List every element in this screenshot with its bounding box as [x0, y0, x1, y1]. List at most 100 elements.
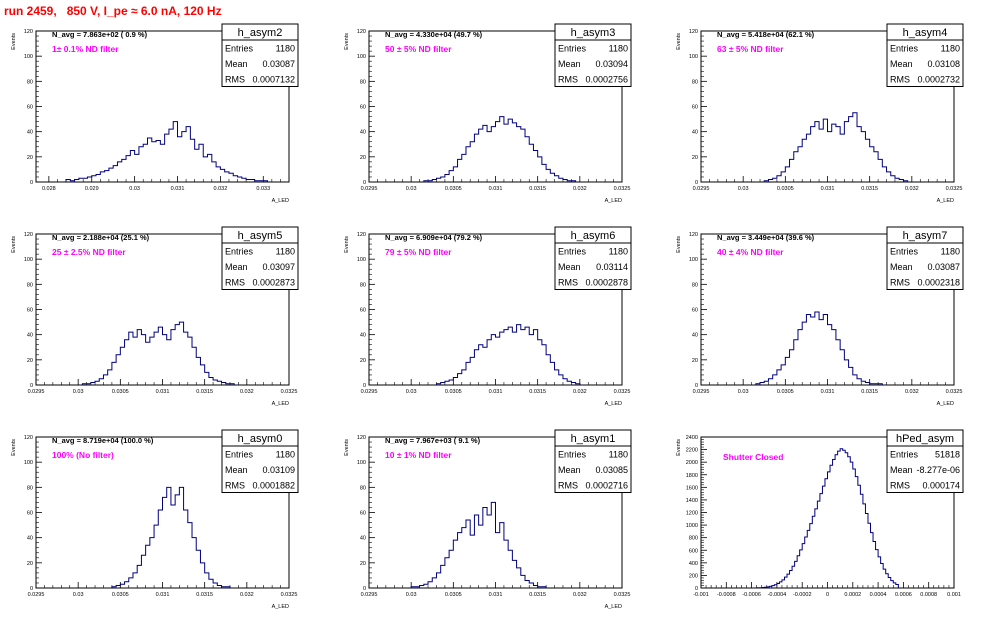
histogram-svg-h_asym5: 0 20 40 60 80 100 120 0.0295 0.03 0.0305 0.031 0.03… — [11, 226, 299, 407]
y-tick-label: 100 — [357, 54, 366, 60]
y-tick-label: 2200 — [686, 448, 698, 454]
stats-title: h_asym6 — [571, 230, 616, 242]
y-tick-label: 80 — [27, 282, 33, 288]
x-tick-label: 0.03 — [406, 389, 417, 395]
stats-key-rms: RMS — [225, 75, 245, 85]
y-tick-label: 0 — [30, 586, 33, 592]
x-tick-label: 0.032 — [240, 389, 254, 395]
filter-label: 40 ± 4% ND filter — [717, 247, 784, 257]
stats-key-mean: Mean — [558, 465, 581, 475]
stats-key-rms: RMS — [225, 278, 245, 288]
y-tick-label: 120 — [24, 232, 33, 238]
y-tick-label: 20 — [692, 358, 698, 364]
stats-key-rms: RMS — [558, 75, 578, 85]
y-tick-label: 0 — [363, 383, 366, 389]
x-tick-label: 0.0315 — [529, 186, 546, 192]
histogram-panel-h_asym6: 0 20 40 60 80 100 120 0.0295 0.03 0.0305 0.031 0.03… — [333, 225, 633, 410]
stats-key-rms: RMS — [225, 481, 245, 491]
x-tick-label: 0.0006 — [895, 592, 912, 598]
y-tick-label: 80 — [692, 79, 698, 85]
histogram-line — [755, 311, 883, 385]
stats-box — [554, 226, 632, 290]
histogram-svg-hPed_asym: 0 200 400 600 800 1000 1200 1400 1600 1800 2000 220… — [676, 429, 964, 598]
y-tick-label: 20 — [692, 155, 698, 161]
stats-value-rms: 0.0002756 — [585, 75, 628, 85]
y-axis-label: Events — [344, 236, 350, 253]
y-axis-label: Events — [344, 439, 350, 456]
stats-key-entries: Entries — [225, 44, 254, 54]
y-tick-label: 40 — [27, 130, 33, 136]
y-tick-label: 60 — [360, 105, 366, 111]
histogram-svg-h_asym1: 0 20 40 60 80 100 120 0.0295 0.03 0.0305 0.031 0.03… — [344, 429, 632, 610]
stats-value-entries: 1180 — [609, 247, 628, 257]
stats-box — [886, 23, 964, 87]
x-axis-label: A_LED — [272, 604, 289, 610]
x-tick-label: 0.0315 — [861, 186, 878, 192]
stats-value-rms: 0.0002318 — [917, 278, 960, 288]
y-tick-label: 100 — [357, 257, 366, 263]
stats-box — [221, 226, 299, 290]
navg-label: N_avg = 7.967e+03 ( 9.1 %) — [385, 436, 481, 445]
y-axis-label: Events — [11, 236, 17, 253]
x-tick-label: 0.031 — [171, 186, 185, 192]
histogram-line — [65, 121, 269, 182]
stats-value-mean: 0.03109 — [262, 465, 295, 475]
stats-key-mean: Mean — [890, 465, 913, 475]
y-tick-label: 100 — [357, 460, 366, 466]
y-tick-label: 1200 — [686, 511, 698, 517]
stats-value-mean: 0.03114 — [596, 262, 628, 272]
y-tick-label: 60 — [360, 308, 366, 314]
histogram-svg-h_asym0: 0 20 40 60 80 100 120 0.0295 0.03 0.0305 0.031 0.03… — [11, 429, 299, 610]
stats-key-mean: Mean — [225, 465, 248, 475]
y-tick-label: 60 — [27, 308, 33, 314]
x-axis-label: A_LED — [605, 198, 622, 204]
stats-key-mean: Mean — [890, 262, 913, 272]
stats-title: h_asym4 — [903, 27, 948, 39]
stats-value-mean: 0.03085 — [595, 465, 628, 475]
stats-key-entries: Entries — [225, 450, 254, 460]
y-axis-label: Events — [11, 33, 17, 50]
y-tick-label: 800 — [689, 536, 698, 542]
y-tick-label: 80 — [360, 485, 366, 491]
x-tick-label: 0.0325 — [614, 592, 631, 598]
x-tick-label: 0.0315 — [529, 592, 546, 598]
x-tick-label: -0.0006 — [742, 592, 761, 598]
y-tick-label: 2400 — [686, 435, 698, 441]
stats-title: h_asym5 — [238, 230, 283, 242]
x-tick-label: 0.032 — [214, 186, 228, 192]
x-tick-label: 0.03 — [738, 389, 749, 395]
histogram-line — [111, 486, 231, 588]
y-tick-label: 60 — [27, 511, 33, 517]
stats-value-rms: 0.0007132 — [252, 75, 295, 85]
x-axis-label: A_LED — [605, 604, 622, 610]
x-axis-label: A_LED — [937, 198, 954, 204]
stats-value-mean: 0.03108 — [927, 59, 960, 69]
y-tick-label: 80 — [27, 79, 33, 85]
stats-key-entries: Entries — [890, 44, 919, 54]
navg-label: N_avg = 3.449e+04 (39.6 %) — [717, 233, 815, 242]
x-tick-label: 0.0295 — [361, 389, 378, 395]
x-tick-label: 0.032 — [573, 592, 587, 598]
stats-key-mean: Mean — [225, 59, 248, 69]
stats-title: h_asym7 — [903, 230, 948, 242]
x-tick-label: 0.0305 — [777, 186, 794, 192]
y-tick-label: 60 — [360, 511, 366, 517]
y-tick-label: 40 — [360, 536, 366, 542]
x-tick-label: 0.0008 — [920, 592, 937, 598]
y-tick-label: 2000 — [686, 460, 698, 466]
y-tick-label: 60 — [27, 105, 33, 111]
y-tick-label: 1800 — [686, 473, 698, 479]
stats-value-entries: 1180 — [609, 44, 628, 54]
y-tick-label: 40 — [692, 333, 698, 339]
y-tick-label: 100 — [689, 54, 698, 60]
y-tick-label: 120 — [24, 435, 33, 441]
y-tick-label: 20 — [360, 358, 366, 364]
y-tick-label: 120 — [24, 29, 33, 35]
stats-value-entries: 1180 — [276, 247, 295, 257]
x-tick-label: 0.0315 — [196, 389, 213, 395]
stats-title: h_asym1 — [571, 433, 616, 445]
canvas-title: run 2459, 850 V, I_pe ≈ 6.0 nA, 120 Hz — [4, 4, 222, 18]
x-tick-label: 0.03 — [73, 389, 84, 395]
histogram-panel-h_asym5: 0 20 40 60 80 100 120 0.0295 0.03 0.0305 0.031 0.03… — [0, 225, 300, 410]
y-tick-label: 20 — [27, 358, 33, 364]
